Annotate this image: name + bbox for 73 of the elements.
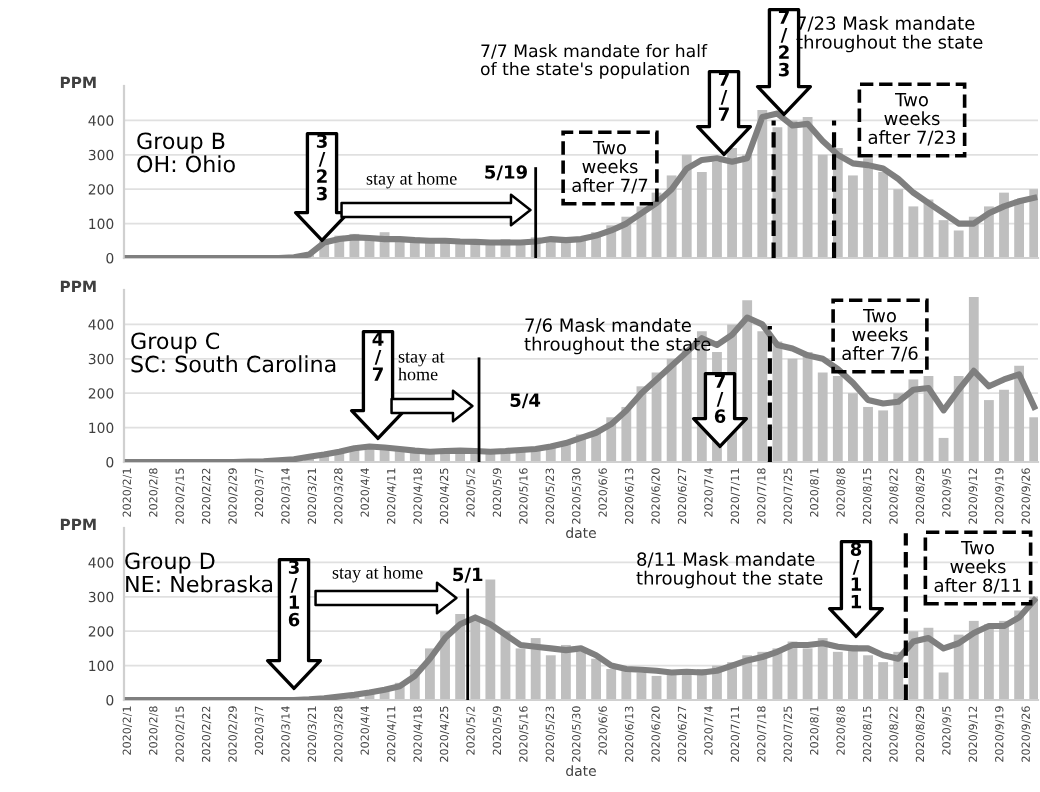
ref-line-label: 5/1: [453, 567, 483, 583]
annotation: stay at home: [366, 172, 457, 189]
bar: [802, 351, 813, 462]
bar: [848, 393, 858, 462]
bar: [681, 154, 692, 258]
bar: [742, 300, 753, 462]
bar: [863, 655, 873, 700]
bar: [848, 175, 858, 258]
bar: [938, 220, 949, 258]
bar: [470, 620, 481, 700]
bar: [681, 348, 692, 462]
bar: [983, 624, 994, 700]
bar: [576, 651, 586, 700]
bar: [908, 206, 919, 258]
bar: [1014, 610, 1025, 700]
bar: [666, 358, 677, 462]
bar: [893, 189, 904, 258]
bar: [983, 400, 994, 462]
bar: [968, 620, 979, 700]
bar: [999, 620, 1009, 700]
annotation: 8 / 1 1: [850, 542, 862, 609]
bar: [968, 296, 979, 462]
bar: [863, 158, 873, 258]
bar: [878, 662, 889, 700]
bar: [545, 655, 556, 700]
bar: [606, 669, 617, 700]
bar: [1029, 417, 1038, 462]
bar: [832, 651, 843, 700]
annotation: Two weeks after 7/7: [572, 140, 648, 194]
annotation: 4 / 7: [372, 332, 384, 381]
bar: [999, 389, 1009, 462]
bar: [772, 341, 783, 462]
text: 7/7 Mask mandate for half of the state's population: [480, 44, 708, 79]
bar: [742, 154, 753, 258]
bar: [727, 147, 737, 258]
bar: [938, 672, 949, 700]
annotation: 3 / 2 3: [316, 134, 327, 201]
annotation: 7/6 Mask mandate throughout the state: [524, 318, 711, 355]
bar: [1029, 189, 1038, 258]
bar: [878, 172, 889, 258]
bar: [485, 579, 496, 700]
bar: [999, 192, 1009, 258]
bar: [863, 406, 873, 462]
bar: [953, 230, 964, 258]
bar: [832, 376, 843, 462]
bar: [817, 154, 828, 258]
ref-line-label: 5/4: [510, 393, 541, 409]
bar: [802, 648, 813, 700]
bar: [817, 372, 828, 462]
bar: [515, 648, 526, 700]
annotation: Group D NE: Nebraska: [125, 552, 273, 593]
bar: [591, 658, 602, 700]
bar: [908, 379, 919, 462]
bar: [455, 614, 466, 700]
annotation: Group B OH: Ohio: [137, 132, 235, 173]
bar: [1014, 199, 1025, 258]
annotation: stay at home: [332, 566, 423, 583]
bar: [712, 161, 722, 258]
annotation: Two weeks after 7/6: [842, 308, 918, 362]
bar: [757, 110, 768, 258]
annotation: stay at home: [398, 352, 445, 381]
annotation: 8/11 Mask mandate throughout the state: [636, 552, 823, 589]
annotation: 3 / 1 6: [288, 560, 300, 627]
bar: [787, 358, 798, 462]
ref-line-label: 5/19: [485, 165, 527, 181]
bar: [696, 172, 707, 258]
annotation: Two weeks after 8/11: [934, 540, 1021, 594]
bar: [757, 331, 768, 462]
annotation: Two weeks after 7/23: [868, 92, 956, 146]
bar: [802, 116, 813, 258]
bar: [1029, 596, 1038, 700]
bar: [878, 410, 889, 462]
annotation: Group C SC: South Carolina: [131, 332, 336, 373]
